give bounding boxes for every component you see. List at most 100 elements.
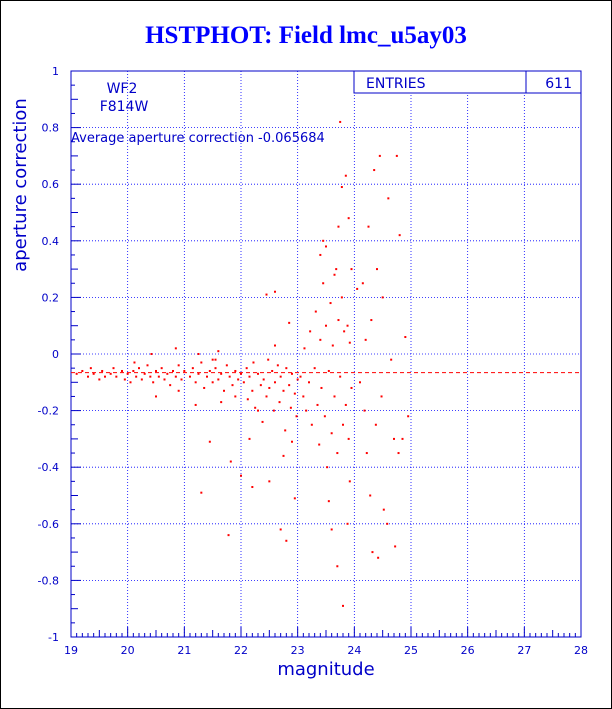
data-point [200,361,203,364]
data-point [115,375,118,378]
x-tick-label: 23 [291,644,305,657]
data-point [378,154,381,157]
data-point [347,437,350,440]
data-point [356,287,359,290]
data-point [203,386,206,389]
data-point [152,381,155,384]
stats-entries-value: 611 [545,76,572,92]
data-point [330,432,333,435]
camera-label: WF2 [107,81,138,97]
data-point [291,440,293,443]
data-point [92,372,95,375]
data-point [386,522,389,525]
data-point [252,361,255,364]
data-point [327,500,330,503]
data-point [342,604,344,607]
data-point [166,372,169,375]
data-point [274,290,276,293]
x-tick-label: 28 [574,644,588,657]
data-point [121,369,123,372]
data-point [371,551,374,554]
data-point [206,375,208,378]
data-point [223,389,225,392]
data-point [322,239,325,242]
y-tick-label: 0.6 [42,178,60,191]
data-point [344,403,347,406]
data-point [234,369,237,372]
data-point [89,367,92,370]
data-point [380,395,383,398]
data-point [163,378,166,381]
data-point [401,437,404,440]
data-point [335,268,338,271]
average-annotation: Average aperture correction -0.065684 [71,131,325,146]
data-point [361,282,364,285]
data-point [309,330,312,333]
data-point [242,381,245,384]
data-point [157,375,160,378]
data-point [323,415,326,418]
data-point [314,310,317,313]
data-point [342,423,344,426]
data-point [174,375,177,378]
stats-entries-label: ENTRIES [366,76,426,92]
data-point [387,197,390,200]
y-tick-label: 0.8 [42,122,60,135]
y-tick-label: -1 [48,631,59,644]
data-point [268,386,271,389]
data-point [183,369,186,372]
data-point [333,273,336,276]
data-point [197,372,200,375]
x-axis-label: magnitude [277,659,374,680]
y-tick-label: 1 [52,65,59,78]
data-point [337,225,340,228]
data-point [208,369,211,372]
data-point [394,545,397,548]
data-point [197,353,200,355]
data-point [279,375,282,378]
data-point [285,367,288,370]
data-point [265,395,268,398]
data-point [251,389,254,392]
data-point [397,452,400,455]
data-point [200,491,203,494]
data-point [291,372,293,375]
data-point [135,375,138,378]
data-point [98,378,101,381]
data-point [268,480,271,483]
x-tick-label: 21 [177,644,191,657]
data-point [240,474,242,477]
data-point [344,174,347,177]
data-point [211,358,214,361]
data-point [318,443,321,446]
data-point [313,367,316,370]
data-point [299,375,302,378]
data-point [180,378,183,381]
data-point [81,369,84,372]
data-point [320,386,323,389]
data-point [339,120,342,123]
data-point [227,534,230,537]
data-point [87,375,89,378]
data-point [350,268,353,271]
data-point [333,395,336,398]
data-point [348,341,351,344]
data-point [220,372,223,375]
data-point [265,293,268,296]
y-tick-label: 0.4 [42,235,60,248]
data-point [288,384,291,387]
data-point [254,406,257,409]
y-tick-label: -0.6 [38,518,59,531]
data-point [174,347,177,350]
page-title: HSTPHOT: Field lmc_u5ay03 [145,22,467,49]
y-tick-label: -0.8 [38,574,59,587]
data-point [217,378,220,381]
axis-ticks [70,70,582,638]
data-point [327,369,330,372]
y-tick-label: -0.4 [38,461,59,474]
data-point [395,154,398,157]
data-point [75,372,78,375]
data-point [407,415,410,418]
data-point [325,245,327,248]
